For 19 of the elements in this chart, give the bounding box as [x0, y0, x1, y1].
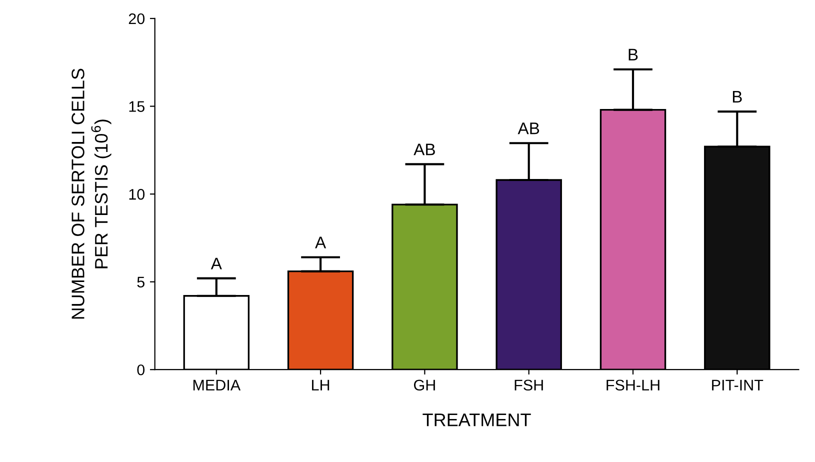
x-tick-label: MEDIA — [193, 380, 241, 390]
annotation: A — [210, 258, 222, 270]
annotation: A — [315, 236, 326, 248]
annotation: B — [732, 91, 742, 103]
x-axis-title: TREATMENT — [422, 414, 531, 426]
x-tick-label: FSH-LH — [606, 380, 660, 391]
y-tick-label: 10 — [129, 188, 145, 200]
x-tick-label: LH — [312, 380, 330, 390]
y-tick-label: 5 — [137, 276, 144, 288]
x-tick-label: PIT-INT — [712, 380, 764, 390]
y-axis-title: NUMBER OF SERTOLI CELLS PER TESTIS (10$^{6}$) — [72, 68, 112, 319]
y-tick-label: 15 — [129, 101, 144, 112]
annotation: AB — [518, 122, 540, 134]
annotation: AB — [414, 144, 435, 156]
y-tick-label: 20 — [128, 13, 145, 24]
y-tick-label: 0 — [137, 364, 145, 376]
x-tick-label: GH — [414, 380, 435, 391]
x-tick-label: FSH — [514, 380, 543, 391]
annotation: B — [628, 48, 638, 60]
